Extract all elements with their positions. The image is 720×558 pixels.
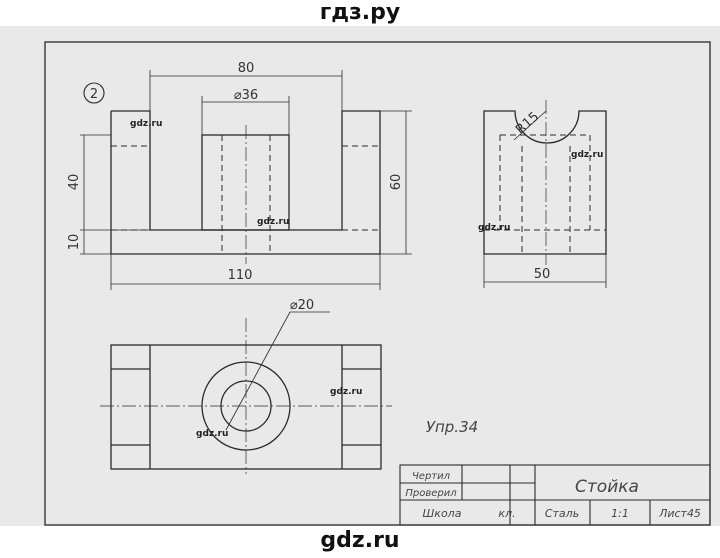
title-block-scale: 1:1 <box>611 507 629 520</box>
inline-watermark: gdz.ru <box>257 217 289 227</box>
inline-watermark: gdz.ru <box>478 223 510 233</box>
drawing-sheet: 2 80 ⌀36 40 10 60 110 R15 50 ⌀20 Упр.34 … <box>0 26 720 526</box>
site-watermark-bottom: gdz.ru <box>320 528 400 553</box>
drawing-number-circle <box>83 82 105 104</box>
dim-width-80: 80 <box>238 61 255 76</box>
drawing-number: 2 <box>90 87 98 102</box>
site-watermark-top: гдз.ру <box>319 0 401 25</box>
drawing-frame <box>44 41 711 526</box>
front-view-boss <box>201 134 290 231</box>
title-block-class: кл. <box>498 507 515 520</box>
dim-hole-dia-36: ⌀36 <box>234 88 258 103</box>
inline-watermark: gdz.ru <box>130 119 162 129</box>
dim-width-50: 50 <box>534 267 551 282</box>
title-block <box>399 464 711 526</box>
title-block-sheet: Лист45 <box>658 507 701 520</box>
exercise-label: Упр.34 <box>426 418 478 436</box>
dim-height-60: 60 <box>389 174 404 191</box>
side-view-outline <box>483 110 607 255</box>
title-block-checked: Проверил <box>405 488 457 499</box>
dim-radius-15: R15 <box>513 109 542 137</box>
dim-height-40: 40 <box>67 174 82 191</box>
inline-watermark: gdz.ru <box>196 429 228 439</box>
dim-length-110: 110 <box>228 268 253 283</box>
inline-watermark: gdz.ru <box>330 387 362 397</box>
technical-drawing: 2 80 ⌀36 40 10 60 110 R15 50 ⌀20 Упр.34 … <box>44 41 711 526</box>
title-block-school: Школа <box>423 507 462 520</box>
front-view-outline <box>110 110 381 255</box>
dim-dia-20: ⌀20 <box>290 298 314 313</box>
title-block-title: Стойка <box>575 477 639 497</box>
title-block-material: Сталь <box>545 507 579 520</box>
dia20-leader <box>225 311 291 431</box>
inline-watermark: gdz.ru <box>571 150 603 160</box>
dim-height-10: 10 <box>67 234 82 251</box>
title-block-drawn: Чертил <box>412 471 451 482</box>
